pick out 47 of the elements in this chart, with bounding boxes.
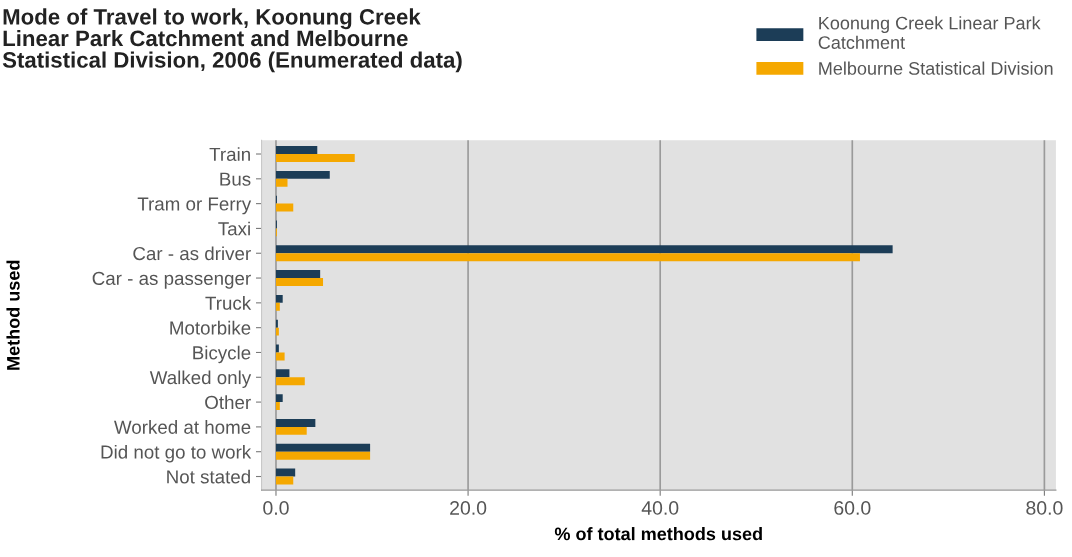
legend-label: Koonung Creek Linear Park Catchment [818,16,1041,49]
bar [275,253,860,262]
x-tick-label: 80.0 [1026,501,1063,515]
y-tick-label: Other [205,395,251,410]
x-tick-label: 40.0 [641,501,679,515]
bar [275,294,283,303]
y-tick-label: Taxi [218,221,250,236]
bar [275,451,371,460]
y-tick-label: Walked only [149,370,252,388]
bar [275,394,283,403]
bar [275,245,893,254]
y-tick-label: Bus [220,172,251,186]
bar [275,327,279,336]
bar [275,418,316,427]
y-tick-label: Bicycle [193,345,251,364]
x-axis-title: % of total methods used [554,527,762,541]
chart-title: Mode of Travel to work, Koonung Creek Linear Park Catchment and Melbourne Statistical Division, 2006 (Enumerated data) [2,8,462,73]
bar [275,178,288,187]
x-tick-label: 20.0 [450,501,487,515]
bar [275,146,318,155]
bar [275,377,305,386]
legend-label: Melbourne Statistical Division [819,61,1053,75]
y-tick-label: Truck [205,296,252,310]
x-tick-label: 60.0 [834,501,871,515]
y-tick-label: Did not go to work [101,444,252,463]
bar [275,203,294,212]
bar [275,352,285,361]
bar [275,443,371,452]
y-tick-label: Car - as driver [133,246,251,261]
y-axis-title: Method used [6,260,20,370]
y-tick-label: Motorbike [170,320,251,335]
bar [275,344,279,353]
bar [275,270,321,279]
bar [275,278,324,286]
bar [275,154,355,162]
y-tick-label: Train [209,147,250,161]
bar [275,468,296,477]
y-tick-label: Car - as passenger [92,271,251,289]
x-tick-label: 0.0 [263,501,289,515]
bar [275,369,290,378]
y-tick-label: Not stated [167,469,250,484]
y-tick-label: Worked at home [114,420,251,434]
bar [275,426,307,435]
bar [275,170,330,179]
y-tick-label: Tram or Ferry [137,197,252,215]
bar [275,402,280,411]
bar [275,302,280,311]
